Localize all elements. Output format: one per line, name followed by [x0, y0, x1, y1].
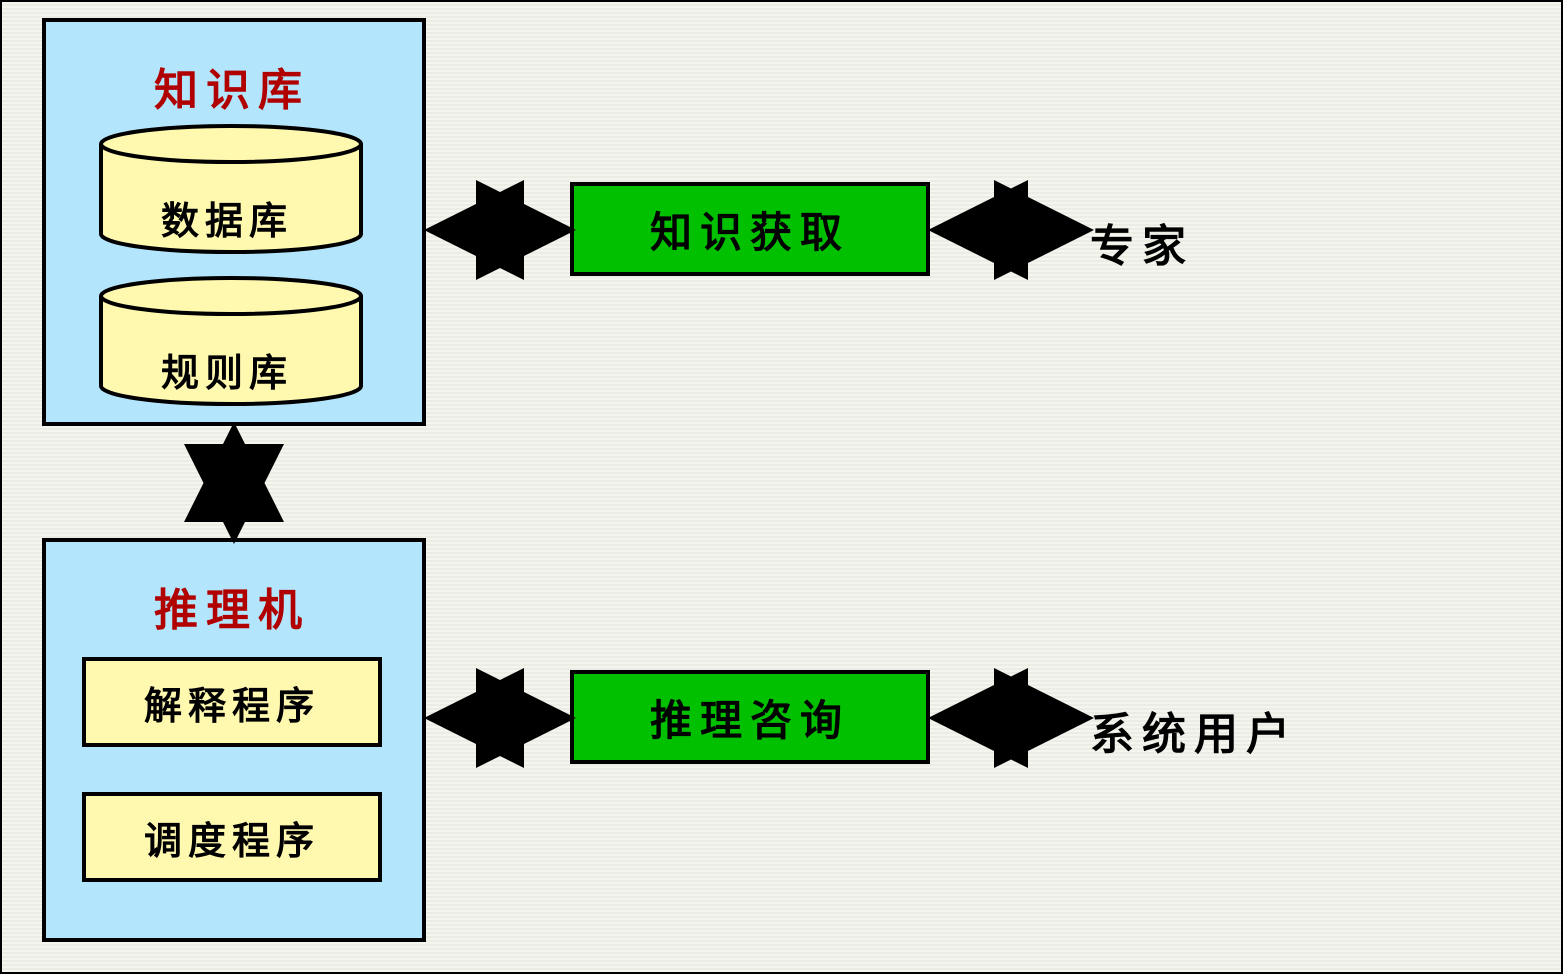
- knowledge-acquisition-box: 知识获取: [570, 182, 930, 276]
- scheduler-label: 调度程序: [144, 810, 320, 865]
- rule-base-label: 规则库: [161, 342, 293, 397]
- diagram-canvas: 知识库 数据库 规则库 推理机 解释程序 调度程序 知识获取: [0, 0, 1563, 974]
- knowledge-base-title: 知识库: [154, 54, 310, 118]
- interpreter-box: 解释程序: [82, 657, 382, 747]
- scheduler-box: 调度程序: [82, 792, 382, 882]
- interpreter-label: 解释程序: [144, 675, 320, 730]
- expert-label: 专家: [1090, 210, 1194, 274]
- knowledge-base-box: 知识库 数据库 规则库: [42, 18, 426, 426]
- inference-engine-title: 推理机: [154, 574, 310, 638]
- system-user-label: 系统用户: [1090, 698, 1298, 762]
- knowledge-acquisition-label: 知识获取: [650, 199, 850, 260]
- inference-consult-label: 推理咨询: [650, 687, 850, 748]
- inference-consult-box: 推理咨询: [570, 670, 930, 764]
- database-label: 数据库: [161, 190, 293, 245]
